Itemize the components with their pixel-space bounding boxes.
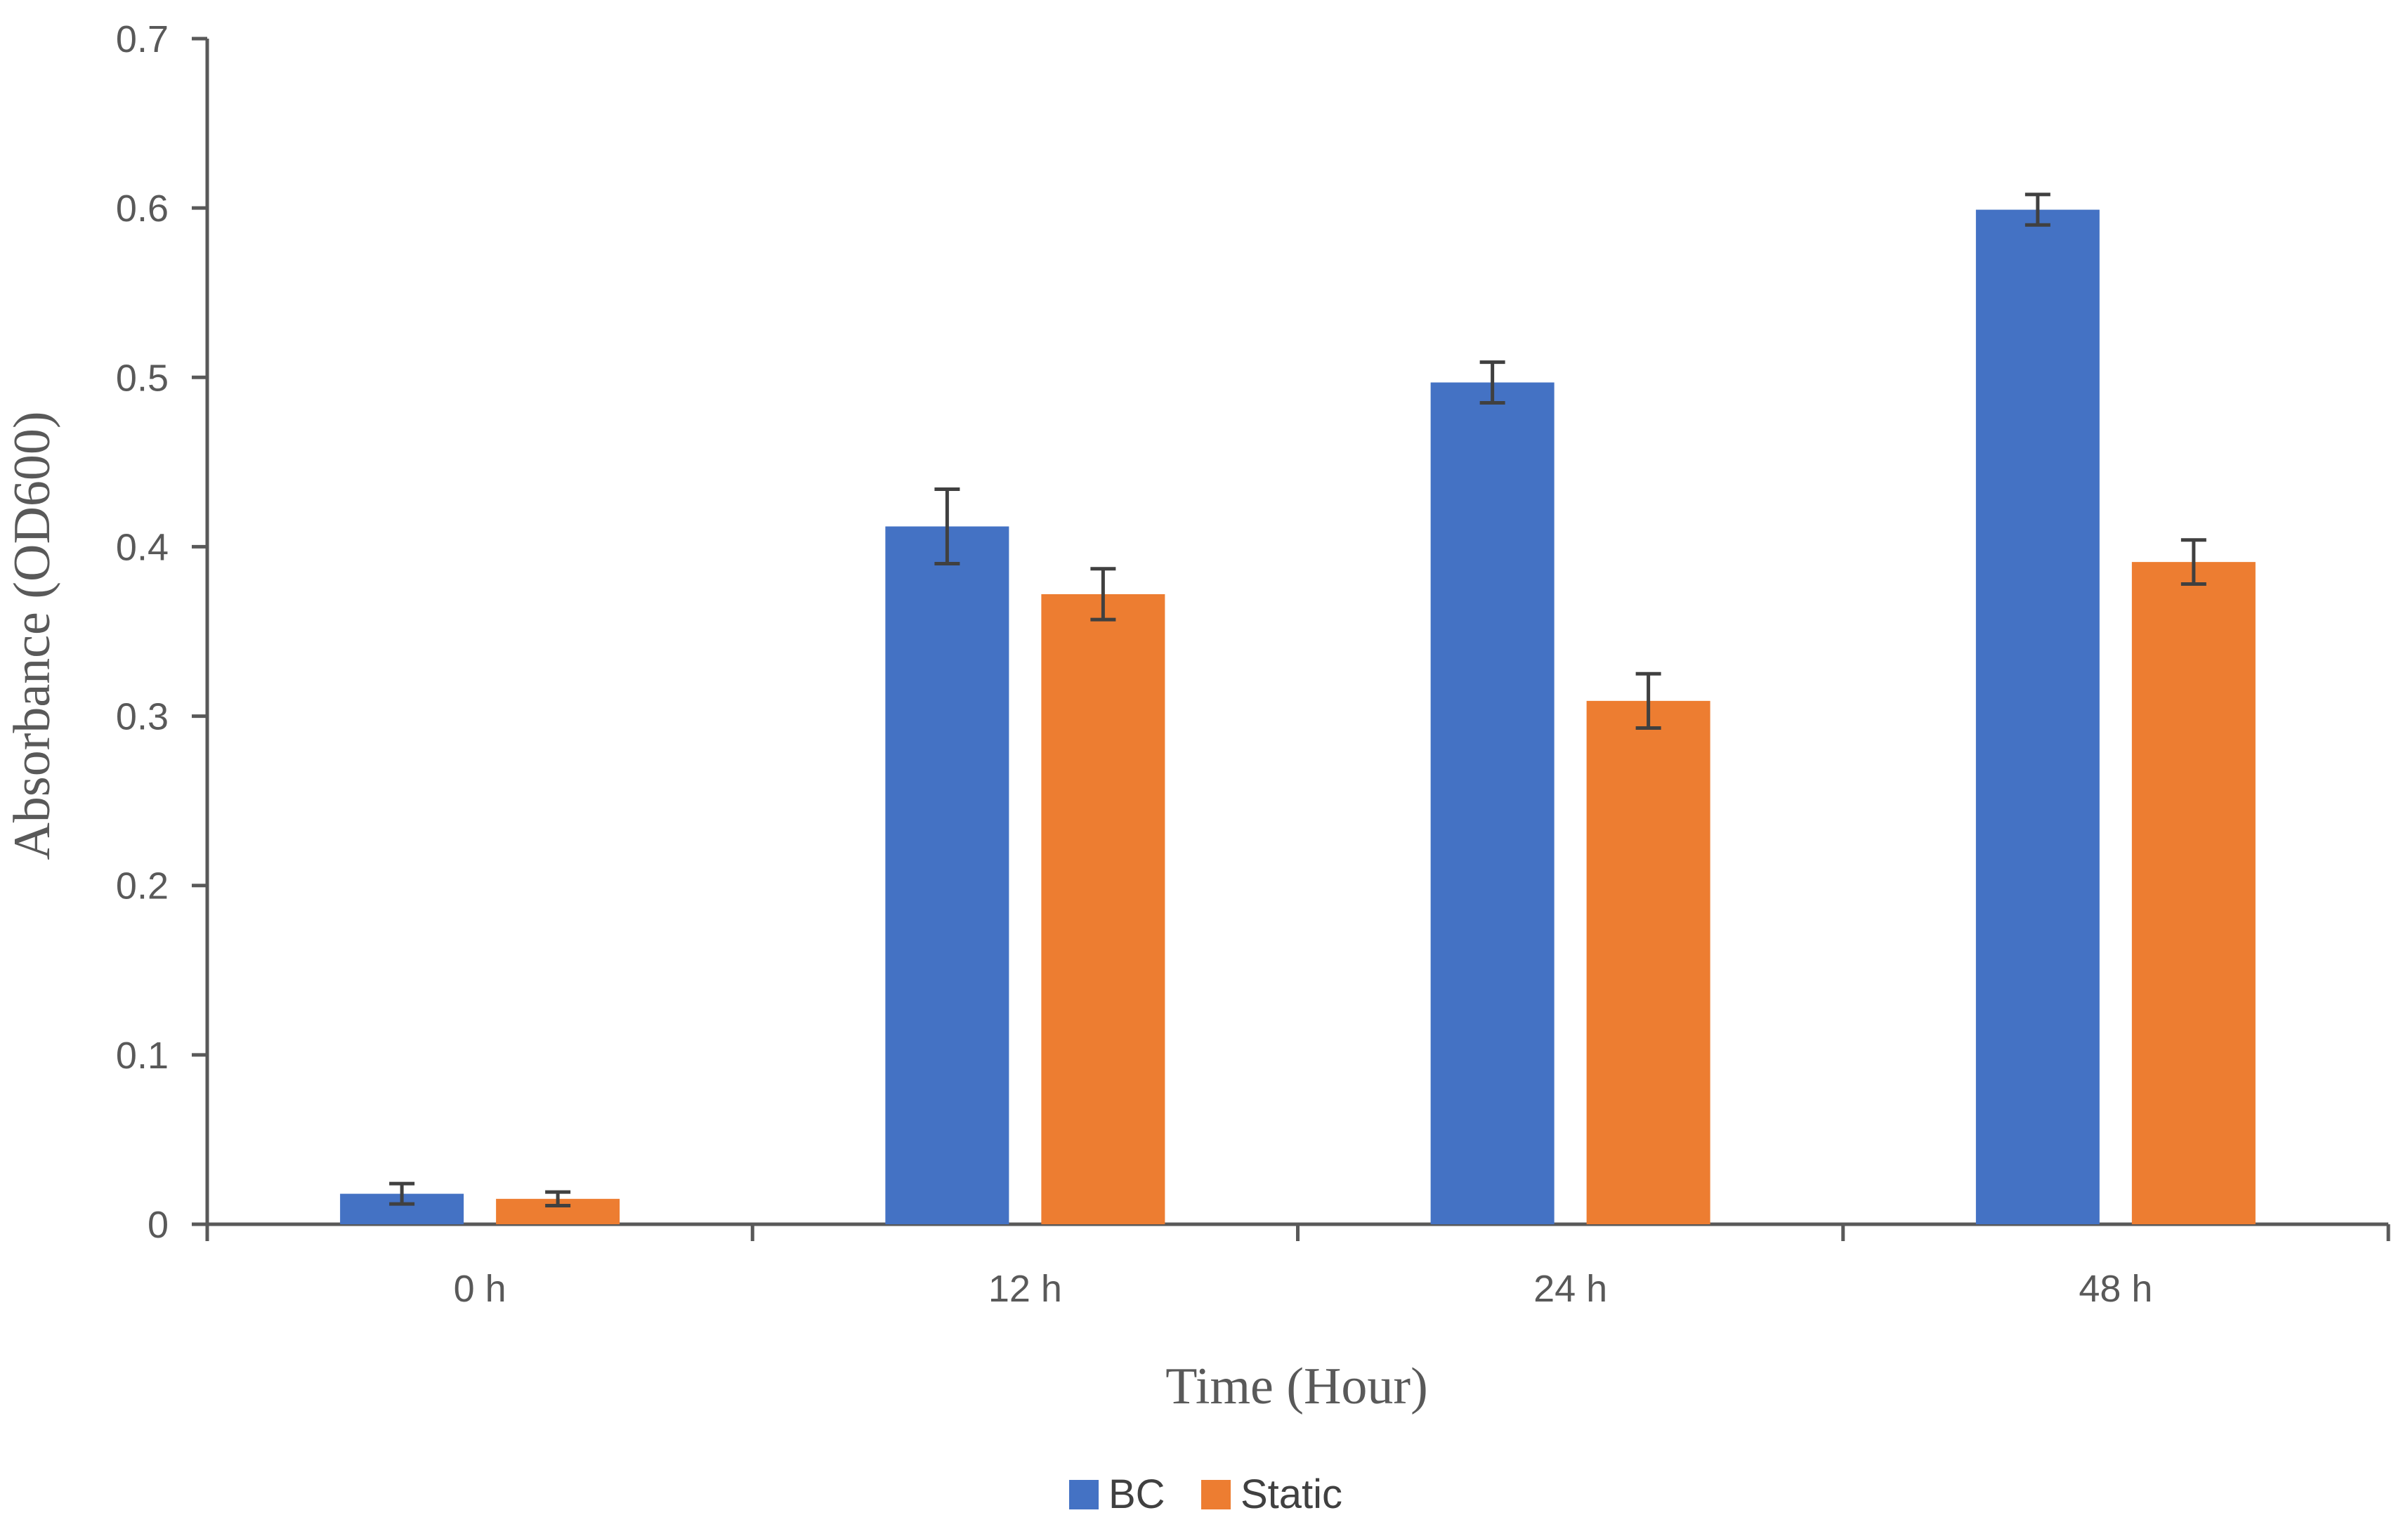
y-tick-label: 0.6 <box>116 188 169 230</box>
y-tick-label: 0 <box>148 1204 169 1246</box>
x-tick-label: 48 h <box>2079 1268 2152 1310</box>
y-axis-title: Absorbance (OD600) <box>4 411 61 860</box>
bar-bc <box>1430 382 1555 1224</box>
legend-swatch-bc <box>1069 1480 1099 1509</box>
bar-bc <box>1975 209 2100 1224</box>
y-tick-label: 0.5 <box>116 357 169 399</box>
legend-swatch-static <box>1201 1480 1231 1509</box>
x-tick-label: 12 h <box>988 1268 1062 1310</box>
legend: BC Static <box>1069 1471 1342 1517</box>
bar-static <box>1041 594 1165 1224</box>
y-tick-label: 0.3 <box>116 696 169 738</box>
legend-label-bc: BC <box>1108 1471 1165 1517</box>
plot-area: 0 0.1 0.2 0.3 0.4 0.5 0.6 0.7 0 h 12 h 24 h 48 h <box>116 18 2390 1310</box>
y-tick-label: 0.2 <box>116 865 169 907</box>
bar-static <box>1586 700 1710 1224</box>
x-tick-label: 0 h <box>454 1268 506 1310</box>
y-tick-label: 0.7 <box>116 18 169 60</box>
x-axis-title: Time (Hour) <box>1165 1358 1427 1415</box>
y-tick-label: 0.4 <box>116 526 169 568</box>
y-tick-label: 0.1 <box>116 1035 169 1077</box>
legend-label-static: Static <box>1241 1471 1342 1517</box>
x-tick-label: 24 h <box>1533 1268 1607 1310</box>
bar-bc <box>885 526 1009 1224</box>
bar-static <box>2131 562 2256 1224</box>
